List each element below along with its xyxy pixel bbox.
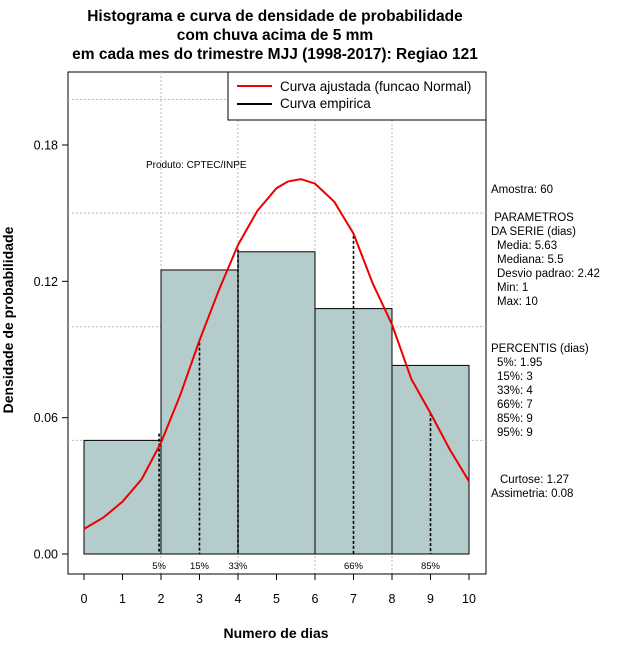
percentil-33: 33%: 4 bbox=[497, 385, 533, 397]
percentil-5: 5%: 1.95 bbox=[497, 357, 542, 369]
y-tick-label: 0.18 bbox=[34, 139, 58, 153]
title-line-2: com chuva acima de 5 mm bbox=[177, 27, 373, 44]
kurtosis: Curtose: 1.27 bbox=[500, 474, 569, 486]
fitted-curve bbox=[83, 178, 470, 530]
percentile-label: 5% bbox=[152, 561, 166, 572]
histogram-bar bbox=[83, 439, 162, 555]
param-stddev: Desvio padrao: 2.42 bbox=[497, 268, 600, 280]
percentil-85: 85%: 9 bbox=[497, 413, 533, 425]
stats-panel: Amostra: 60 PARAMETROS DA SERIE (dias) M… bbox=[491, 184, 600, 500]
skewness: Assimetria: 0.08 bbox=[491, 488, 573, 500]
y-tick-label: 0.06 bbox=[34, 411, 58, 425]
credit-label: Produto: CPTEC/INPE bbox=[146, 160, 247, 171]
param-min: Min: 1 bbox=[497, 282, 528, 294]
params-header-1: PARAMETROS bbox=[491, 212, 574, 224]
chart-title: Histograma e curva de densidade de proba… bbox=[72, 8, 478, 63]
legend-empirical-label: Curva empirica bbox=[280, 96, 371, 111]
sample-size: Amostra: 60 bbox=[491, 184, 553, 196]
y-axis: 0.00 0.06 0.12 0.18 bbox=[34, 139, 68, 562]
y-tick-label: 0.12 bbox=[34, 275, 58, 289]
x-tick-label: 6 bbox=[312, 592, 319, 606]
percentil-95: 95%: 9 bbox=[497, 427, 533, 439]
y-tick-label: 0.00 bbox=[34, 548, 58, 562]
percentile-label: 85% bbox=[421, 561, 441, 572]
histogram-bars bbox=[83, 251, 470, 555]
x-tick-label: 3 bbox=[196, 592, 203, 606]
percentil-66: 66%: 7 bbox=[497, 399, 533, 411]
histogram-bar bbox=[237, 251, 316, 555]
title-line-3: em cada mes do trimestre MJJ (1998-2017)… bbox=[72, 46, 478, 63]
x-tick-label: 7 bbox=[350, 592, 357, 606]
percentile-lines: 5% 15% 33% 66% 85% bbox=[152, 235, 441, 572]
x-tick-label: 5 bbox=[273, 592, 280, 606]
x-tick-label: 1 bbox=[119, 592, 126, 606]
params-header-2: DA SERIE (dias) bbox=[491, 226, 576, 238]
legend-fitted-label: Curva ajustada (funcao Normal) bbox=[280, 79, 471, 94]
legend: Curva ajustada (funcao Normal) Curva emp… bbox=[227, 71, 487, 121]
x-axis-title: Numero de dias bbox=[223, 625, 328, 641]
percentile-label: 33% bbox=[228, 561, 248, 572]
x-tick-label: 8 bbox=[389, 592, 396, 606]
percentile-label: 66% bbox=[344, 561, 364, 572]
y-axis-title: Densidade de probabilidade bbox=[0, 226, 16, 413]
x-tick-label: 10 bbox=[462, 592, 476, 606]
x-tick-label: 9 bbox=[427, 592, 434, 606]
percentile-label: 15% bbox=[190, 561, 210, 572]
legend-box bbox=[227, 71, 487, 121]
x-tick-label: 2 bbox=[158, 592, 165, 606]
percentil-15: 15%: 3 bbox=[497, 371, 533, 383]
title-line-1: Histograma e curva de densidade de proba… bbox=[87, 8, 463, 25]
param-mean: Media: 5.63 bbox=[497, 240, 557, 252]
param-median: Mediana: 5.5 bbox=[497, 254, 564, 266]
x-tick-label: 4 bbox=[235, 592, 242, 606]
param-max: Max: 10 bbox=[497, 296, 538, 308]
x-axis: 0 1 2 3 4 5 6 7 8 9 10 bbox=[81, 573, 476, 606]
fitted-curve-line bbox=[83, 178, 470, 530]
percentis-header: PERCENTIS (dias) bbox=[491, 343, 589, 355]
x-tick-label: 0 bbox=[81, 592, 88, 606]
